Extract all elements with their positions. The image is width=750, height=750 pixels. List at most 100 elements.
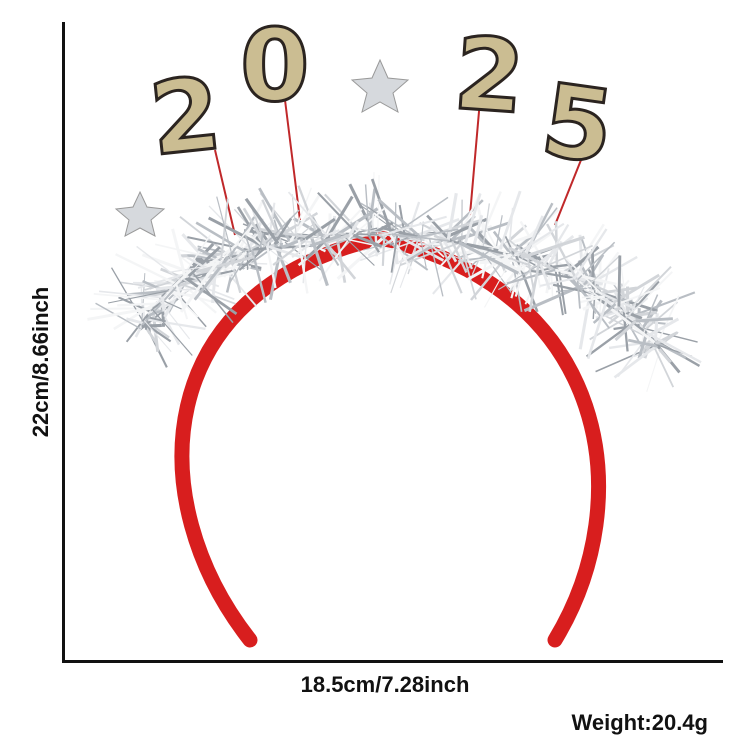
tinsel-strand [155,285,174,291]
tinsel-strand [617,255,622,307]
tinsel-strand [390,235,399,273]
tinsel-strand [98,290,162,299]
width-label: 18.5cm/7.28inch [300,672,470,697]
tinsel-strand [267,202,276,246]
tinsel-strand [627,338,658,348]
tinsel-strand [352,233,383,248]
tinsel-strand [146,309,163,317]
tinsel-strand [648,317,680,337]
tinsel-strand [363,236,416,251]
tinsel-strand [117,302,156,307]
tinsel-strand [498,263,541,291]
svg-text:5: 5 [535,61,620,187]
tinsel-strand [498,190,522,252]
tinsel-strand [591,249,595,290]
height-dimension-line [62,22,65,663]
svg-text:0: 0 [240,7,310,124]
tinsel-strand [554,269,564,316]
tinsel-strand [540,277,574,287]
tinsel-strand [504,235,516,256]
tinsel-strand [481,221,499,252]
tinsel-strand [266,244,304,260]
tinsel-strand [582,297,609,311]
tinsel-strand [458,241,520,275]
tinsel-strand [186,256,206,269]
tinsel-strand [513,222,565,257]
tinsel-strand [144,314,149,330]
tinsel-strand [643,301,678,331]
tinsel-strand [205,241,241,268]
tinsel-strand [405,235,469,263]
tinsel-strand [381,215,447,237]
svg-text:2: 2 [451,15,529,137]
tinsel-strand [377,175,380,235]
tinsel-strand [482,203,490,248]
tinsel-strand [151,308,193,356]
width-dimension-line [62,660,723,663]
tinsel-strand [168,265,207,273]
tinsel-strand [614,320,637,342]
tinsel-strand [336,233,388,280]
tinsel-strand [472,214,484,246]
tinsel-strand [261,209,300,248]
tinsel-strand [273,217,293,245]
tinsel-strand [127,289,169,296]
tinsel-strand [228,249,251,285]
tinsel-strand [381,226,419,239]
tinsel-strand [654,331,678,346]
tinsel-strand [293,222,316,242]
tinsel-strand [428,238,444,297]
tinsel-strand [447,242,463,261]
tinsel-strand [108,290,169,304]
tinsel-strand [244,234,252,251]
tinsel-strand [546,223,578,281]
svg-text:2: 2 [145,55,226,179]
tinsel-strand [615,287,661,306]
tinsel-strand [642,294,659,329]
tinsel-strand [459,242,473,270]
tinsel-strand [576,279,604,301]
tinsel-strand [324,233,350,245]
tinsel-strand [136,245,182,282]
tinsel-strand [377,198,422,239]
tinsel-strand [175,284,189,320]
tinsel-strand [646,331,702,364]
tinsel-strand [160,296,166,312]
star-icon [350,58,410,114]
weight-label: Weight:20.4g [571,710,708,735]
tinsel-strand [87,306,153,321]
tinsel-strand [250,249,267,303]
tinsel-strand [216,196,233,256]
tinsel-strand [452,221,509,243]
tinsel-strand [259,232,264,248]
tinsel-strand [581,295,605,299]
tinsel-strand [144,318,206,330]
star-icon [114,190,166,237]
tinsel-strand [463,193,482,244]
tinsel-strand [95,302,141,330]
tinsel-strand [158,299,191,340]
tinsel-strand [587,254,621,287]
tinsel-strand [364,184,370,235]
tinsel-strand [261,199,283,244]
tinsel-strand [658,348,672,364]
tinsel-strand [459,242,477,300]
tinsel-strand [514,258,528,297]
tinsel-strand [528,263,541,313]
tinsel-strand [290,187,312,242]
tinsel-strand [608,340,655,350]
tinsel-strand [172,269,192,288]
tinsel-strand [195,255,255,274]
tinsel-strand [417,228,459,238]
tinsel-strand [655,295,680,346]
tinsel-strand [592,303,617,324]
tinsel-strand [366,205,408,237]
tinsel-strand [467,253,513,281]
tinsel-strand [207,216,265,248]
year-numbers: 2 0 2 5 [143,6,622,189]
tinsel-strand [180,260,220,313]
tinsel-strand [222,221,256,260]
tinsel-strand [612,273,660,304]
number-stems [214,99,586,236]
tinsel-strand [426,214,453,243]
